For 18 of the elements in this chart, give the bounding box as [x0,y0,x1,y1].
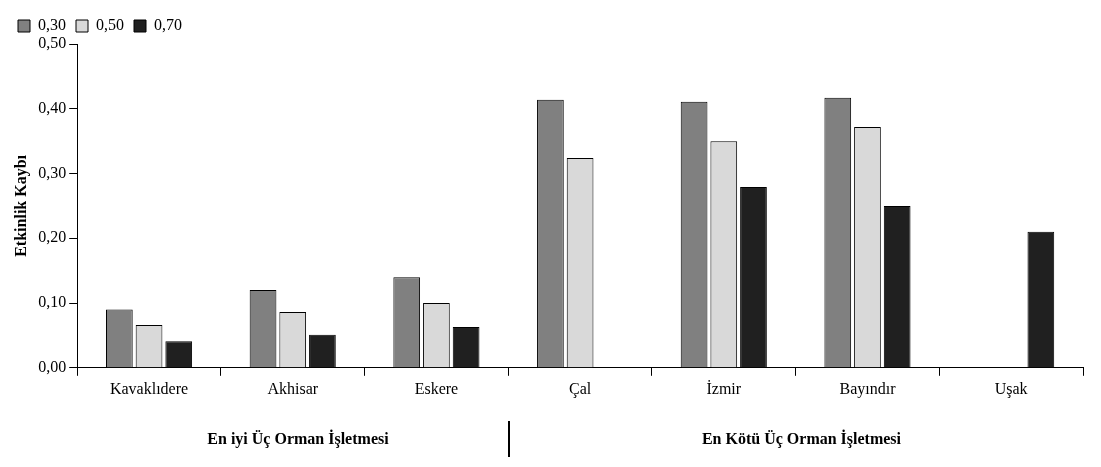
x-tick-label: Bayındır [839,379,897,398]
y-tick-label: 0,10 [38,293,67,311]
text: En Kötü Üç Orman İşletmesi [701,430,902,447]
text: En iyi Üç Orman İşletmesi [207,430,389,447]
y-tick-label: 0,40 [38,98,67,116]
x-tick-label: Eskere [414,379,459,397]
legend-label: 0,50 [96,16,124,34]
legend-label: 0,70 [154,16,182,34]
y-tick-label: 0,50 [38,34,67,52]
x-tick-label: Uşak [994,379,1028,398]
y-tick-label: 0,20 [38,228,67,246]
x-tick-label: Çal [568,379,592,398]
y-axis-title: Etkinlik Kaybı [11,154,30,257]
x-tick-label: Akhisar [267,379,319,397]
y-tick-label: 0,00 [38,358,67,375]
x-tick-label: İzmir [706,379,742,397]
x-tick-label: Kavaklıdere [109,379,189,397]
y-tick-label: 0,30 [38,163,67,181]
